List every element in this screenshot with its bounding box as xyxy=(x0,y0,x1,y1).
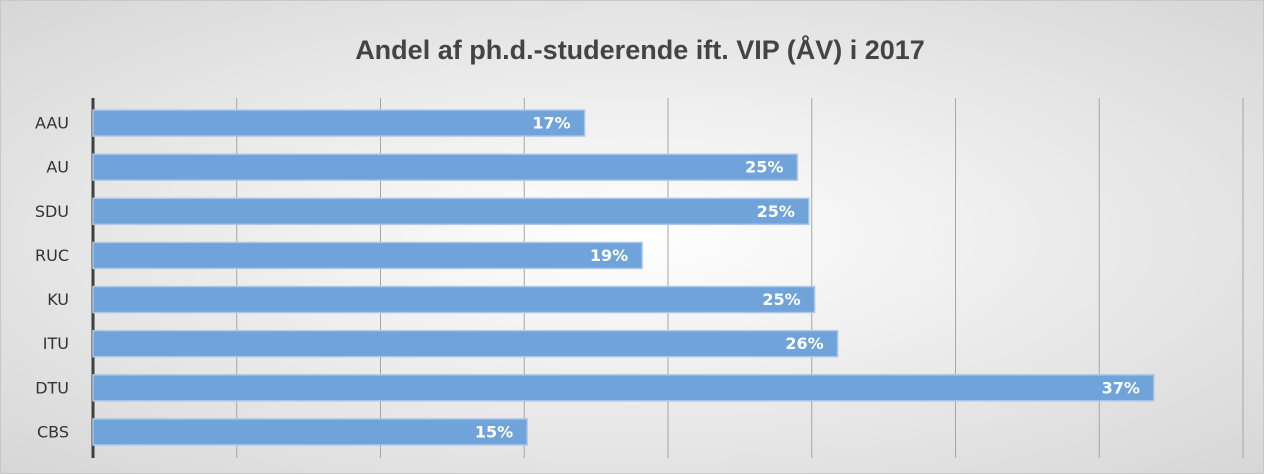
y-tick-label: KU xyxy=(47,290,69,309)
data-label: 25% xyxy=(745,158,783,177)
data-label: 15% xyxy=(475,422,513,441)
data-label: 25% xyxy=(757,202,795,221)
bar xyxy=(92,197,810,226)
y-tick-label: CBS xyxy=(37,422,69,441)
y-tick-label: RUC xyxy=(35,246,69,265)
data-label: 19% xyxy=(590,246,628,265)
y-tick-label: AU xyxy=(46,158,69,177)
bar xyxy=(92,153,799,181)
y-tick-label: DTU xyxy=(35,378,69,397)
chart-title: Andel af ph.d.-studerende ift. VIP (ÅV) … xyxy=(355,34,925,65)
bar xyxy=(92,374,1155,402)
y-tick-label: AAU xyxy=(35,114,69,133)
bar xyxy=(92,418,528,446)
bar xyxy=(92,329,839,358)
bar xyxy=(92,109,586,137)
y-tick-label: ITU xyxy=(43,334,69,353)
data-label: 26% xyxy=(785,334,823,353)
data-label: 25% xyxy=(762,290,800,309)
bar xyxy=(92,241,643,270)
data-label: 37% xyxy=(1102,378,1140,397)
y-tick-label: SDU xyxy=(35,202,69,221)
bar xyxy=(92,285,816,314)
data-label: 17% xyxy=(532,114,570,133)
